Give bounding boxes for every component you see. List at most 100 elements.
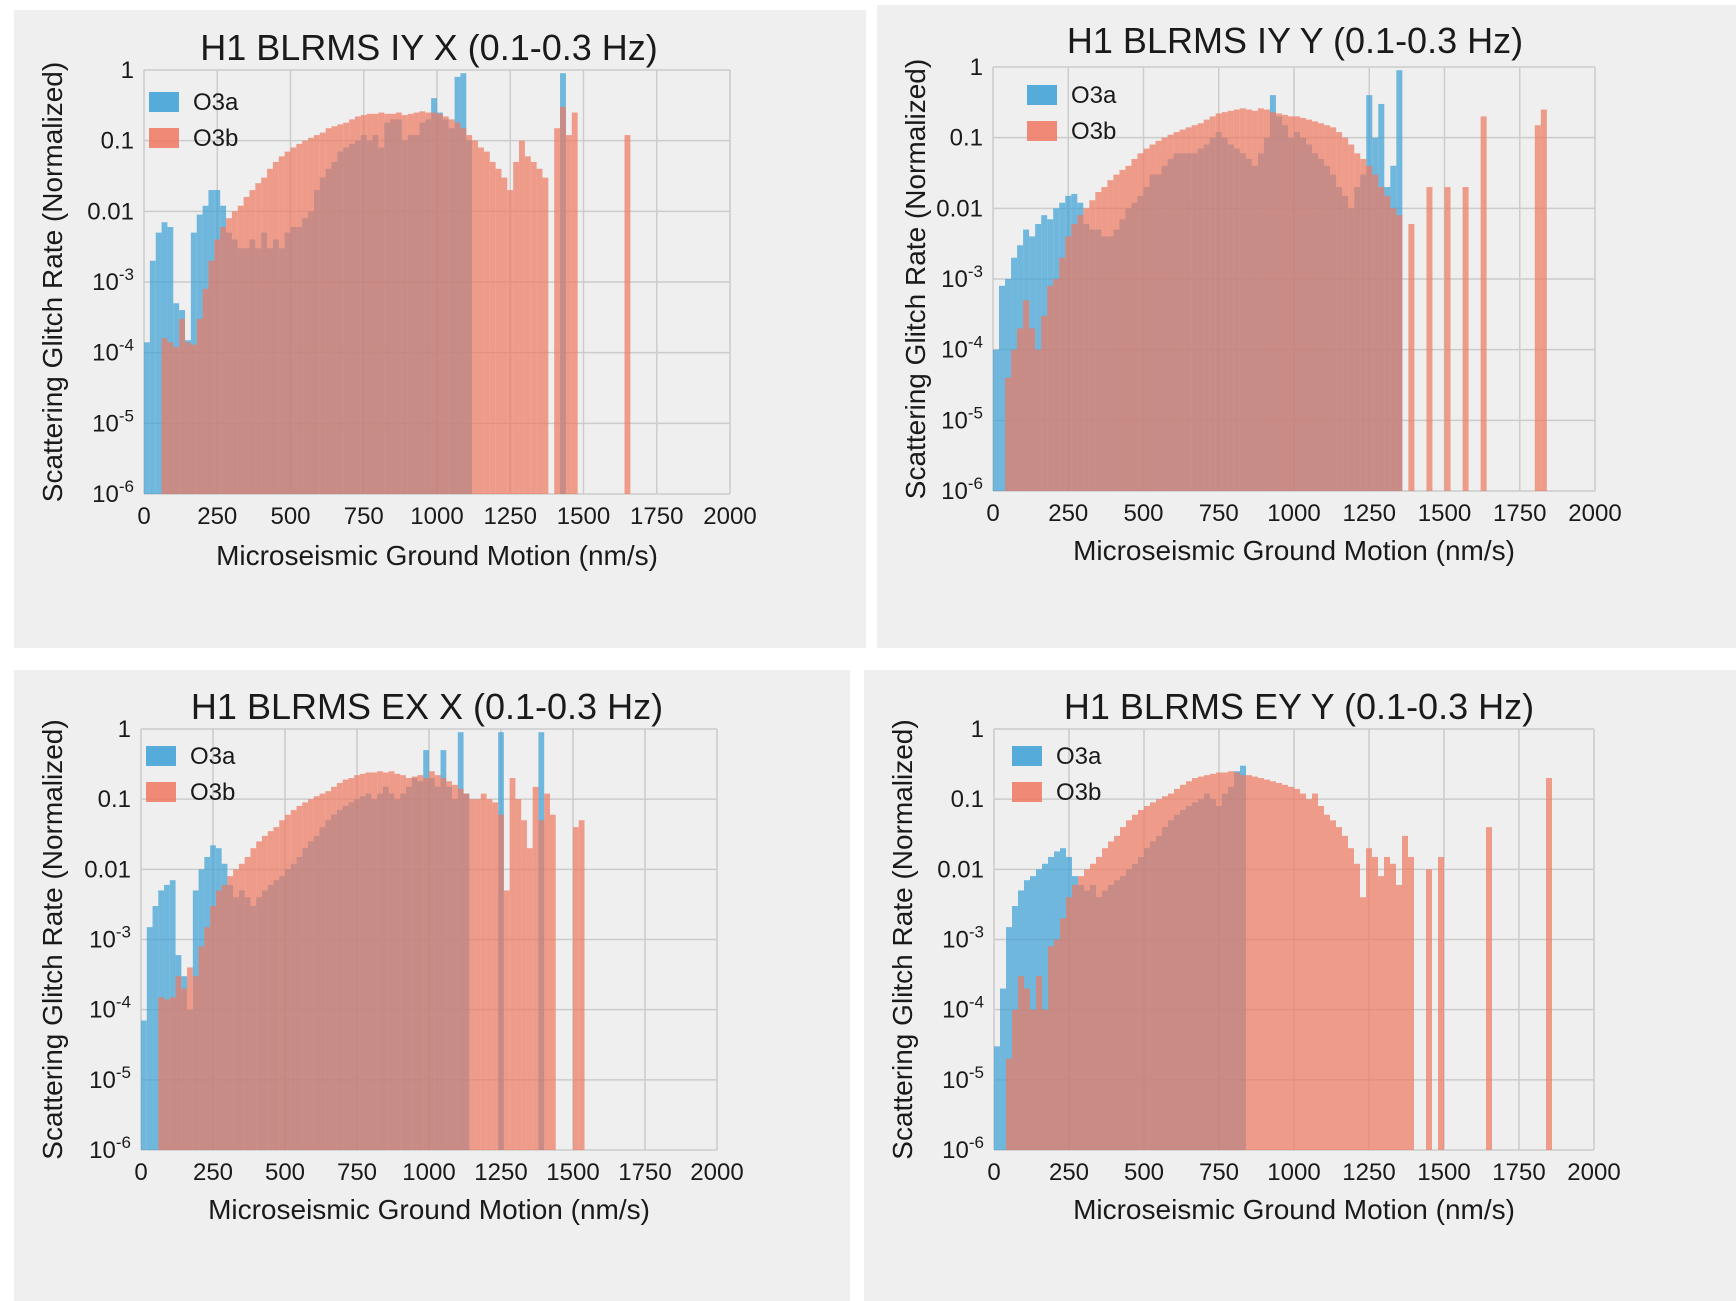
x-tick-label: 1500 bbox=[557, 503, 610, 530]
y-tick-label: 0.01 bbox=[937, 856, 984, 883]
bar-o3b bbox=[226, 218, 232, 494]
bar-o3b bbox=[390, 113, 396, 495]
bar-o3b bbox=[1185, 127, 1192, 492]
bar-o3b bbox=[1240, 775, 1246, 1150]
x-tick-label: 0 bbox=[986, 500, 999, 527]
y-tick-label: 0.1 bbox=[950, 125, 983, 152]
bar-o3a bbox=[141, 1020, 147, 1150]
bar-o3b bbox=[434, 775, 441, 1150]
legend-swatch-o3b bbox=[1027, 121, 1057, 141]
bar-o3b bbox=[578, 820, 585, 1150]
bar-o3b bbox=[215, 890, 222, 1150]
bar-o3b bbox=[1312, 121, 1319, 492]
bar-o3b bbox=[1444, 187, 1451, 491]
bar-o3b bbox=[1168, 793, 1174, 1150]
chart-svg: 0 250 500 750 1000 1250 1500 1750 2000 1 0.1 0.01 10… bbox=[887, 686, 1621, 1225]
bar-o3b bbox=[1131, 158, 1138, 491]
bar-o3b bbox=[164, 999, 170, 1150]
bar-o3b bbox=[1053, 279, 1060, 491]
bar-o3b bbox=[1318, 123, 1325, 491]
bar-o3b bbox=[302, 802, 309, 1150]
bar-o3b bbox=[187, 967, 193, 1150]
bar-o3b bbox=[169, 997, 176, 1150]
bar-o3b bbox=[542, 177, 549, 494]
bar-o3b bbox=[1114, 835, 1120, 1150]
bar-o3b bbox=[469, 799, 476, 1150]
bar-o3b bbox=[1306, 119, 1313, 491]
bar-o3b bbox=[1078, 876, 1084, 1150]
bar-o3b bbox=[1090, 863, 1096, 1150]
bar-o3a bbox=[999, 285, 1006, 491]
bar-o3b bbox=[1143, 148, 1150, 491]
bar-o3b bbox=[349, 119, 355, 494]
bar-o3b bbox=[278, 156, 285, 494]
bar-o3b bbox=[1186, 781, 1192, 1150]
bar-o3b bbox=[308, 799, 314, 1150]
x-tick-label: 1750 bbox=[1492, 1159, 1545, 1186]
bar-o3b bbox=[384, 113, 391, 495]
bar-o3b bbox=[1534, 125, 1541, 491]
chart-panel-ey-y: 0 250 500 750 1000 1250 1500 1750 2000 1 0.1 0.01 10… bbox=[864, 670, 1736, 1301]
bar-o3b bbox=[411, 776, 418, 1150]
bar-o3b bbox=[478, 147, 484, 495]
bar-o3b bbox=[1161, 137, 1168, 491]
bar-o3b bbox=[1047, 285, 1054, 491]
bar-o3b bbox=[267, 831, 274, 1150]
bar-o3b bbox=[342, 779, 349, 1150]
bar-o3b bbox=[483, 151, 490, 494]
bar-o3b bbox=[480, 793, 487, 1150]
bar-o3b bbox=[446, 781, 453, 1150]
y-tick-label: 0.01 bbox=[87, 198, 134, 225]
bar-o3b bbox=[1155, 140, 1162, 491]
y-tick-label: 1 bbox=[970, 54, 983, 81]
bar-o3b bbox=[1083, 208, 1090, 492]
bar-o3b bbox=[175, 976, 182, 1150]
y-tick-label: 0.01 bbox=[936, 195, 983, 222]
y-tick-labels: 1 0.1 0.01 10-3 10-4 10-5 10-6 bbox=[87, 57, 134, 508]
x-axis-label: Microseismic Ground Motion (nm/s) bbox=[1073, 535, 1515, 566]
bar-o3b bbox=[1216, 772, 1222, 1150]
x-tick-label: 1750 bbox=[630, 503, 683, 530]
bar-o3b bbox=[296, 805, 303, 1150]
bar-o3b bbox=[1065, 236, 1072, 491]
legend-swatch-o3b bbox=[149, 128, 179, 148]
bar-o3b bbox=[1342, 835, 1348, 1150]
bar-o3b bbox=[261, 835, 268, 1150]
bar-o3b bbox=[472, 140, 479, 494]
bar-o3b bbox=[440, 778, 447, 1150]
x-tick-label: 1000 bbox=[1267, 500, 1320, 527]
chart-title: H1 BLRMS EY Y (0.1-0.3 Hz) bbox=[1064, 686, 1534, 727]
bar-o3b bbox=[179, 318, 186, 494]
bar-o3b bbox=[513, 161, 520, 494]
legend-swatch-o3a bbox=[146, 746, 176, 766]
chart-svg: 0 250 500 750 1000 1250 1500 1750 2000 1 0.1 0.01 10… bbox=[37, 27, 757, 571]
legend-label-o3a: O3a bbox=[1056, 743, 1102, 770]
bar-o3b bbox=[1191, 125, 1198, 491]
bar-o3b bbox=[372, 113, 379, 495]
x-tick-labels: 0 250 500 750 1000 1250 1500 1750 2000 bbox=[987, 1159, 1620, 1186]
legend-swatch-o3a bbox=[1012, 746, 1042, 766]
legend-label-o3b: O3b bbox=[1056, 779, 1101, 806]
bar-o3b bbox=[1269, 112, 1276, 492]
bar-o3b bbox=[1018, 976, 1024, 1150]
bar-o3b bbox=[503, 890, 510, 1150]
bar-o3b bbox=[1336, 132, 1343, 491]
bar-o3b bbox=[1239, 108, 1246, 491]
y-tick-label: 10-3 bbox=[942, 923, 984, 954]
bar-o3b bbox=[279, 820, 285, 1150]
bar-o3b bbox=[1096, 856, 1102, 1150]
x-tick-label: 2000 bbox=[1568, 500, 1621, 527]
bar-o3b bbox=[331, 126, 338, 494]
y-tick-label: 10-6 bbox=[92, 477, 134, 508]
bar-o3b bbox=[1222, 772, 1228, 1150]
chart-title: H1 BLRMS IY X (0.1-0.3 Hz) bbox=[200, 27, 658, 68]
bar-o3b bbox=[354, 116, 361, 494]
bar-o3b bbox=[1125, 165, 1132, 491]
bar-o3b bbox=[1210, 773, 1216, 1150]
x-tick-labels: 0 250 500 750 1000 1250 1500 1750 2000 bbox=[134, 1159, 743, 1186]
bar-o3b bbox=[1378, 876, 1384, 1150]
x-tick-label: 750 bbox=[344, 503, 384, 530]
bar-o3b bbox=[1348, 848, 1354, 1150]
y-tick-label: 0.1 bbox=[951, 786, 984, 813]
bar-o3b bbox=[1072, 884, 1078, 1150]
